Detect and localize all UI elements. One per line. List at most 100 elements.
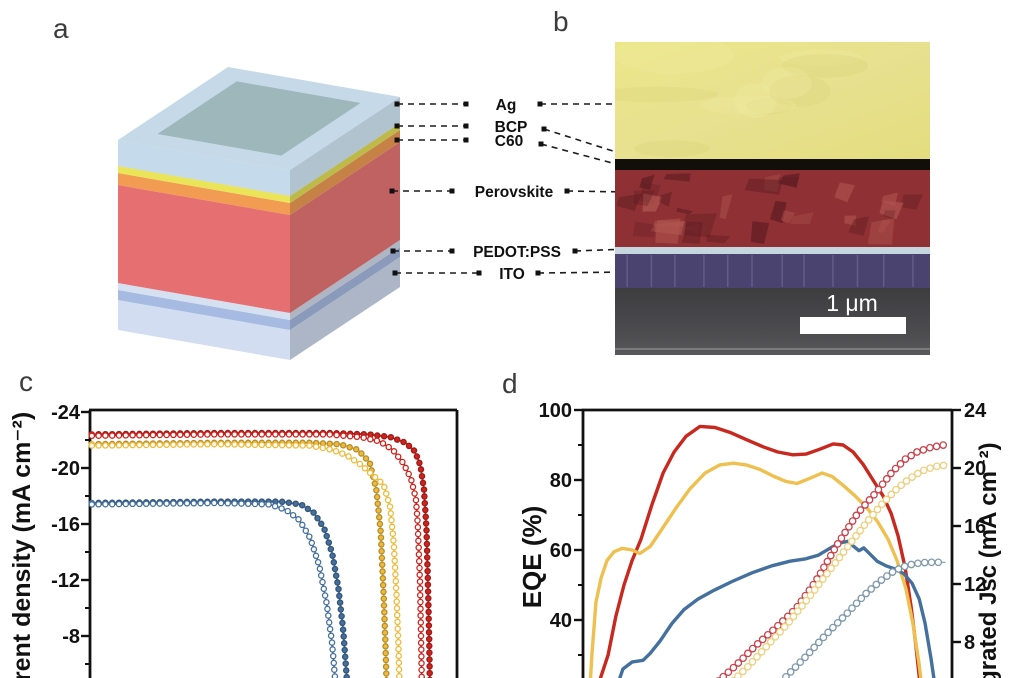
sem-perovskite-grain bbox=[790, 212, 814, 224]
jv-red-forward-marker bbox=[390, 448, 398, 455]
jv-yellow-forward-marker bbox=[258, 441, 266, 449]
jv-red-reverse-marker bbox=[380, 433, 388, 440]
jv-blue-forward-marker bbox=[258, 500, 266, 508]
jv-red-forward-marker bbox=[416, 564, 423, 572]
integrated-jsc-yellow-marker bbox=[835, 553, 844, 562]
jsc-ytick-label: 12 bbox=[964, 574, 986, 596]
jv-yellow-forward-marker bbox=[393, 611, 401, 619]
jv-yellow-forward-marker bbox=[183, 441, 191, 448]
jv-blue-reverse-marker bbox=[339, 619, 346, 627]
jv-yellow-forward-marker bbox=[122, 441, 130, 449]
integrated-jsc-yellow-marker bbox=[748, 657, 757, 666]
integrated-jsc-yellow-marker bbox=[793, 607, 802, 616]
jv-yellow-reverse-marker bbox=[373, 486, 380, 494]
integrated-jsc-blue-marker bbox=[907, 560, 916, 569]
jv-yellow-forward-marker bbox=[170, 441, 177, 448]
jv-yellow-forward-marker bbox=[345, 453, 352, 460]
jv-red-forward-marker bbox=[417, 612, 424, 619]
leader-end-square bbox=[476, 270, 482, 276]
jv-red-forward-marker bbox=[417, 605, 424, 613]
panel-c-letter: c bbox=[19, 366, 33, 397]
jv-red-forward-marker bbox=[163, 431, 170, 439]
integrated-jsc-blue-marker bbox=[838, 614, 847, 622]
curve-eqe-blue bbox=[618, 539, 936, 678]
jv-blue-forward-marker bbox=[231, 500, 238, 507]
jv-yellow-forward-marker bbox=[285, 442, 293, 449]
integrated-jsc-red-marker bbox=[719, 672, 728, 678]
jv-yellow-reverse-marker bbox=[382, 649, 389, 657]
jv-yellow-reverse-marker bbox=[381, 609, 388, 616]
jv-blue-reverse-marker bbox=[337, 606, 345, 613]
jsc-ytick-label: 24 bbox=[964, 400, 987, 422]
integrated-jsc-yellow-marker bbox=[766, 637, 775, 646]
jv-red-forward-marker bbox=[312, 431, 320, 438]
integrated-jsc-red-marker bbox=[823, 557, 832, 566]
layer-label-pedot:pss: PEDOT:PSS bbox=[473, 244, 561, 261]
sem-perovskite-grain bbox=[642, 193, 663, 212]
jv-blue-forward-marker bbox=[108, 500, 116, 508]
jv-yellow-forward-marker bbox=[391, 564, 399, 571]
jv-red-forward-marker bbox=[394, 453, 402, 460]
jv-red-forward-marker bbox=[367, 435, 374, 443]
integrated-jsc-yellow-marker bbox=[814, 580, 823, 589]
integrated-jsc-yellow-marker bbox=[738, 667, 747, 676]
jv-blue-reverse-marker bbox=[327, 545, 335, 553]
jv-yellow-forward-marker bbox=[395, 652, 402, 660]
jv-ytick-label: -12 bbox=[51, 570, 80, 592]
sem-perovskite-grain bbox=[844, 215, 857, 226]
jv-blue-forward-marker bbox=[122, 500, 130, 508]
jv-blue-forward-marker bbox=[176, 500, 184, 507]
jv-blue-reverse-marker bbox=[330, 559, 338, 566]
jv-blue-forward-marker bbox=[323, 598, 330, 606]
jv-blue-forward-marker bbox=[238, 500, 245, 507]
integrated-jsc-blue-marker bbox=[848, 604, 856, 613]
jv-yellow-reverse-marker bbox=[383, 670, 390, 677]
jv-yellow-reverse-marker bbox=[382, 636, 389, 643]
integrated-jsc-yellow-marker bbox=[932, 462, 941, 471]
integrated-jsc-yellow-marker bbox=[843, 542, 852, 551]
integrated-jsc-yellow-marker bbox=[771, 632, 780, 641]
jv-red-reverse-marker bbox=[423, 554, 431, 561]
jv-yellow-reverse-marker bbox=[352, 446, 360, 453]
sem-perovskite-grain bbox=[848, 216, 870, 236]
jv-yellow-forward-marker bbox=[272, 441, 279, 449]
jsc-ytick-label: 20 bbox=[964, 458, 986, 480]
integrated-jsc-red-marker bbox=[856, 506, 865, 514]
sem-ag-texture bbox=[615, 86, 718, 103]
jv-blue-reverse-marker bbox=[314, 514, 321, 522]
jv-red-reverse-marker bbox=[425, 629, 433, 636]
jv-yellow-forward-marker bbox=[339, 450, 346, 457]
jv-red-forward-marker bbox=[299, 431, 306, 438]
jv-red-reverse-marker bbox=[417, 466, 425, 473]
jv-yellow-forward-marker bbox=[396, 673, 403, 678]
jv-red-reverse-marker bbox=[410, 447, 418, 454]
jv-ytick-label: -16 bbox=[51, 514, 80, 536]
jv-yellow-reverse-marker bbox=[381, 629, 389, 636]
jv-red-forward-marker bbox=[340, 432, 347, 439]
jv-yellow-forward-marker bbox=[382, 490, 390, 497]
jv-red-forward-marker bbox=[265, 431, 272, 438]
integrated-jsc-yellow-marker bbox=[908, 473, 916, 481]
jv-red-forward-marker bbox=[156, 431, 164, 439]
jv-red-forward-marker bbox=[285, 431, 293, 438]
jv-yellow-forward-marker bbox=[88, 442, 96, 449]
jv-yellow-reverse-marker bbox=[377, 534, 385, 541]
sem-ag-texture bbox=[761, 67, 812, 99]
integrated-jsc-blue-marker bbox=[805, 648, 814, 657]
jv-red-reverse-marker bbox=[423, 540, 431, 548]
jv-blue-forward-marker bbox=[324, 605, 331, 613]
panel-d-letter: d bbox=[502, 368, 518, 399]
jv-blue-reverse-marker bbox=[342, 667, 350, 674]
jv-blue-forward-marker bbox=[251, 500, 259, 508]
integrated-jsc-blue-marker bbox=[877, 576, 886, 584]
jv-blue-reverse-marker bbox=[321, 526, 328, 533]
stack-layer-ITO-right bbox=[290, 247, 400, 330]
sem-perovskite-grain bbox=[706, 234, 731, 244]
integrated-jsc-yellow-marker bbox=[780, 623, 789, 631]
jv-red-forward-marker bbox=[416, 591, 424, 599]
integrated-jsc-red-marker bbox=[887, 469, 895, 478]
eqe-ytick-label: 100 bbox=[539, 400, 572, 422]
jv-red-forward-marker bbox=[102, 432, 109, 439]
integrated-jsc-red-marker bbox=[739, 654, 747, 663]
